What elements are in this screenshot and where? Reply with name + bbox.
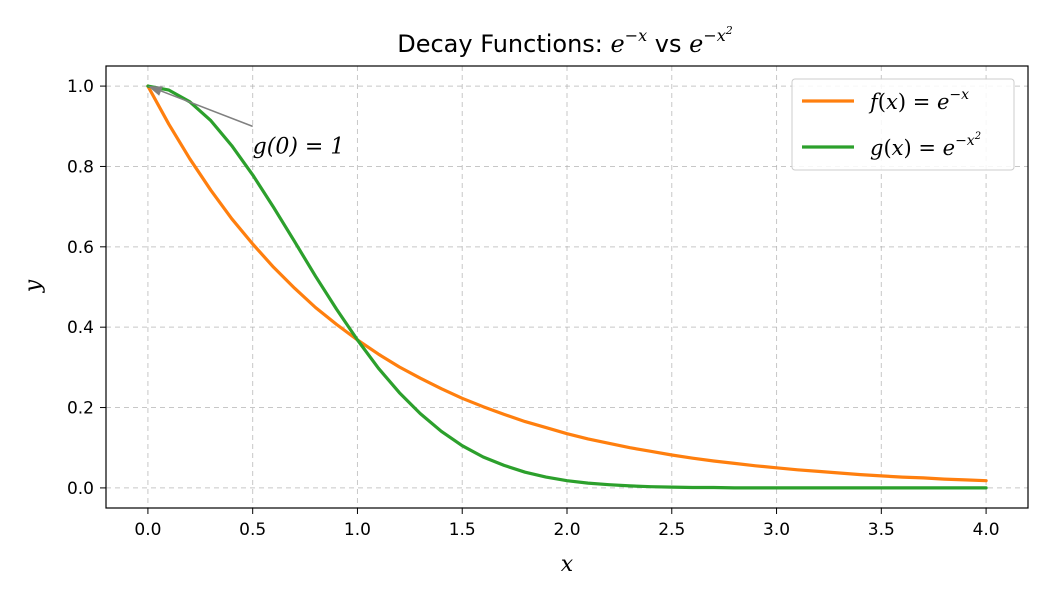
series-lines [146,84,988,490]
chart-title-middle: vs [647,30,689,58]
annotation-arrow-head [147,86,163,96]
chart-title-base-2: e [689,30,703,58]
ticks: 0.0 0.5 1.0 1.5 2.0 2.5 3.0 3.5 4.0 0.0 0.2 0.4 0.6 0… [67,77,1000,540]
x-tick-label: 0.5 [239,520,266,540]
legend-paren-close: ) = [898,90,937,114]
legend-base: e [937,90,949,114]
x-tick-label: 1.5 [449,520,476,540]
y-tick-label: 0.8 [67,157,94,177]
legend-paren-open: ( [883,136,891,160]
legend: f(x) = e−xg(x) = e−x2 [791,78,1015,171]
legend-exponent: −x [949,87,969,103]
legend-function-name: g [870,136,883,160]
legend-exponent: −x [955,133,975,149]
y-tick-label: 0.2 [67,399,94,419]
x-tick-label: 0.0 [134,520,161,540]
chart-title-exponent-2: −x [703,26,725,45]
x-tick-label: 4.0 [973,520,1000,540]
y-tick-label: 0.0 [67,479,94,499]
chart-title-exponent-2-power: 2 [725,24,733,37]
series-line-g [146,84,988,490]
series-line-f [146,84,988,483]
y-tick-label: 0.4 [67,318,94,338]
chart-title-exponent-1: −x [625,26,647,45]
x-tick-label: 3.5 [868,520,895,540]
y-tick-label: 0.6 [67,238,94,258]
annotation: g(0) = 1 [147,86,345,159]
x-tick-label: 3.0 [763,520,790,540]
chart-title-base-1: e [611,30,625,58]
legend-paren-open: ( [878,90,886,114]
x-tick-label: 2.5 [658,520,685,540]
legend-function-arg: x [892,136,904,160]
legend-base: e [943,136,955,160]
y-axis-label: y [21,279,46,293]
legend-paren-close: ) = [904,136,943,160]
chart-title: Decay Functions: e−x vs e−x2 [397,24,733,58]
annotation-arrow [150,86,253,128]
x-axis-label: x [561,552,574,577]
y-tick-label: 1.0 [67,77,94,97]
annotation-text: g(0) = 1 [253,134,345,159]
legend-label-f: f(x) = e−x [868,87,969,114]
x-tick-label: 2.0 [553,520,580,540]
legend-exponent-power: 2 [974,131,981,142]
x-tick-label: 1.0 [344,520,371,540]
legend-function-name: f [868,90,881,114]
legend-function-arg: x [886,90,898,114]
legend-label-g: g(x) = e−x2 [870,131,981,160]
chart-title-prefix: Decay Functions: [397,30,610,58]
